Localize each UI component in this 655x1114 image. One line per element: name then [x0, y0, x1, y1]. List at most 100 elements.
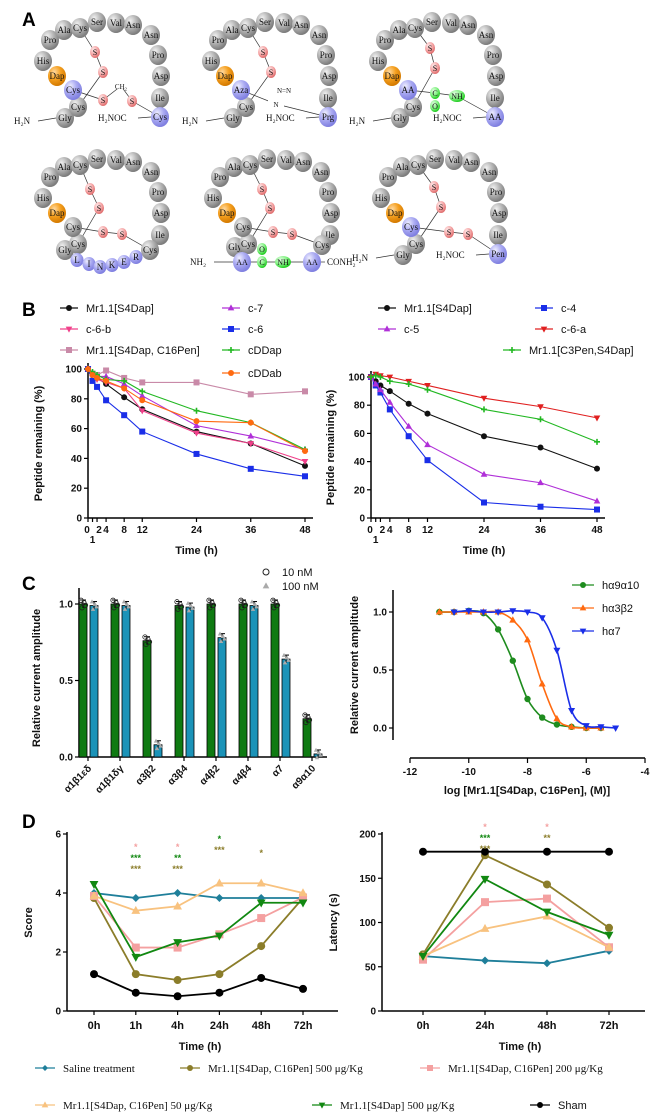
fit-curve — [439, 610, 601, 729]
residue-ser: Ser — [258, 149, 276, 169]
data-point — [450, 609, 458, 616]
sulfur-atom — [436, 201, 446, 213]
data-point — [173, 992, 182, 1001]
x-tick-label: 36 — [245, 525, 257, 536]
significance-mark: ** — [174, 853, 182, 863]
bridge-label: S — [447, 228, 451, 237]
residue-label: AA — [402, 85, 415, 95]
residue-bead — [391, 108, 409, 128]
data-point — [207, 605, 213, 611]
series-c16pen-200 — [419, 894, 613, 964]
n-terminus-label: H₂N — [352, 253, 369, 263]
data-point — [481, 499, 487, 506]
residue-label: Cys — [66, 85, 81, 95]
residue-bead — [399, 80, 417, 100]
residue-bead — [486, 88, 504, 108]
data-point — [247, 419, 254, 426]
data-point — [102, 372, 110, 379]
n-terminus-label: H₂N — [349, 116, 366, 126]
legend-marker — [427, 1065, 433, 1071]
residue-asn: Asn — [480, 162, 498, 182]
data-point — [377, 382, 384, 389]
data-point — [111, 605, 117, 611]
data-point — [103, 397, 110, 404]
residue-pro: Pro — [487, 182, 505, 202]
residue-label: Cys — [71, 102, 86, 112]
data-point — [193, 430, 200, 437]
residue-ser: Ser — [256, 12, 274, 32]
data-point — [480, 395, 488, 402]
residue-label: Gly — [228, 242, 242, 252]
data-point — [419, 847, 427, 856]
sulfur-atom — [287, 228, 297, 240]
bar — [206, 603, 216, 758]
y-tick-label: 40 — [71, 454, 83, 465]
data-point — [538, 615, 546, 622]
x-axis-label: Time (h) — [179, 1041, 222, 1053]
residue-label: Ile — [155, 230, 165, 240]
residue-cys: Cys — [64, 80, 82, 100]
data-point — [284, 655, 290, 660]
sulfur-atom — [258, 46, 268, 58]
residue-cys: Cys — [406, 18, 424, 38]
data-point — [405, 400, 412, 407]
linker-label: N — [97, 262, 104, 272]
x-tick-label: α1β1δγ — [94, 763, 127, 796]
data-point — [465, 608, 473, 615]
data-point — [582, 723, 590, 730]
bar — [270, 603, 280, 758]
data-point — [242, 602, 249, 608]
residue-bead — [312, 162, 330, 182]
residue-asn: Asn — [477, 25, 495, 45]
y-tick-label: 0 — [55, 1007, 61, 1018]
data-point — [538, 680, 546, 687]
residue-bead — [390, 20, 408, 40]
x-tick-label: α1β1εδ — [62, 763, 94, 795]
label-bg — [268, 98, 284, 107]
data-point — [301, 458, 309, 465]
residue-asp: Asp — [487, 66, 505, 86]
data-point — [509, 616, 517, 623]
label-bg — [276, 84, 292, 93]
series-mr1-1-c3pen-s4dap- — [368, 372, 600, 445]
data-point — [553, 721, 561, 728]
data-point — [386, 406, 393, 413]
y-tick-label: 1.0 — [373, 608, 387, 619]
residue-his: His — [204, 188, 222, 208]
series-c-5 — [367, 373, 601, 504]
y-tick-label: 60 — [354, 429, 366, 440]
legend-marker — [187, 1065, 193, 1071]
y-tick-label: 100 — [359, 918, 376, 929]
residue-label: Ile — [493, 230, 503, 240]
bridge-label: S — [433, 64, 437, 73]
data-point — [94, 374, 101, 381]
x-tick-label: 24h — [476, 1020, 495, 1032]
residue-label: Cys — [241, 23, 256, 33]
legend-label: Mr1.1[S4Dap, C16Pen] — [86, 345, 200, 357]
residue-label: Ala — [58, 25, 71, 35]
data-point — [79, 605, 85, 611]
legend-marker — [509, 347, 515, 353]
y-axis-label: Latency (s) — [328, 893, 340, 951]
data-point — [568, 723, 576, 730]
bridge-label: S — [101, 96, 105, 105]
data-point — [537, 503, 544, 510]
n-terminus-label: H₂N — [182, 116, 199, 126]
residue-label: Cys — [243, 160, 258, 170]
legend-label: cDDap — [248, 345, 282, 357]
legend-marker — [66, 347, 72, 353]
data-point — [215, 988, 224, 997]
data-point — [314, 755, 320, 760]
legend-label: c-4 — [561, 303, 576, 315]
residue-bead — [64, 80, 82, 100]
residue-pro: Pro — [379, 167, 397, 187]
residue-label: Cys — [409, 239, 424, 249]
data-point — [139, 397, 146, 404]
data-point — [249, 599, 255, 604]
residue-label: His — [205, 56, 218, 66]
residue-bead — [124, 152, 142, 172]
residue-bead — [151, 88, 169, 108]
residue-label: Ser — [429, 154, 441, 164]
data-point — [271, 605, 277, 611]
